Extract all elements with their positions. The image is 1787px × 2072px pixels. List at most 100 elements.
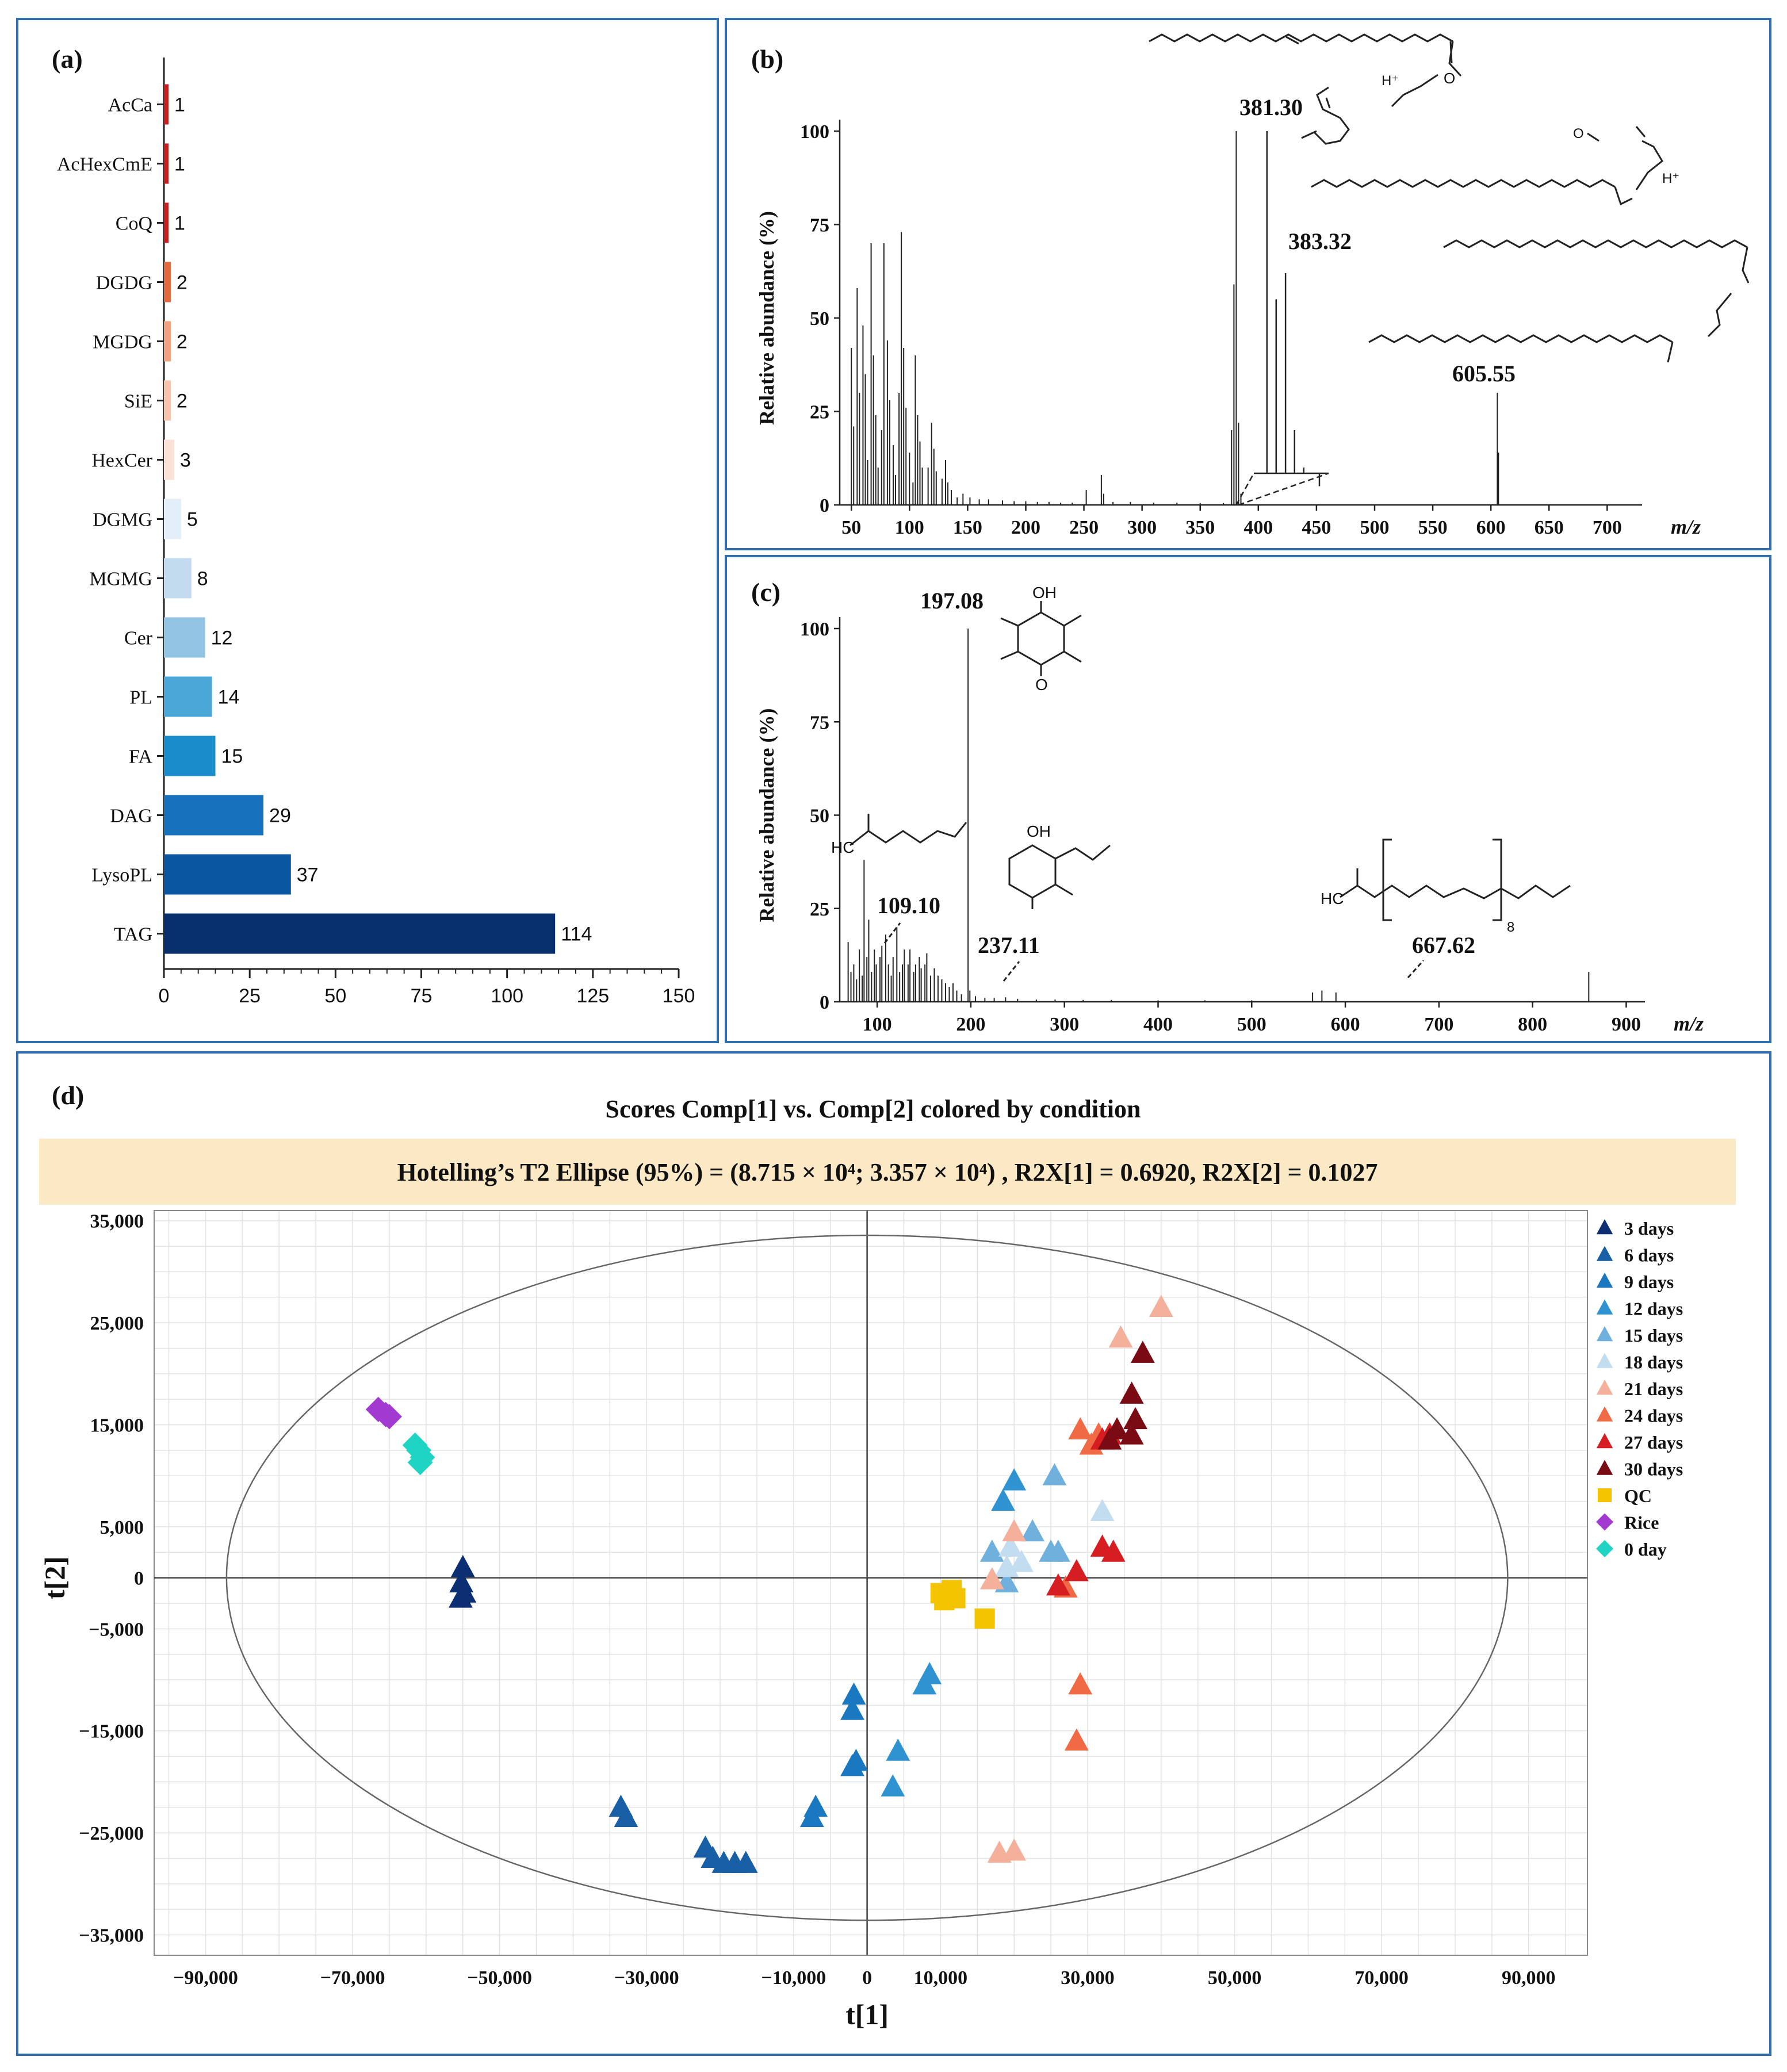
a-value-label: 3: [180, 450, 191, 472]
a-bar: [164, 676, 212, 717]
d-legend-label: 15 days: [1624, 1325, 1683, 1346]
d-legend-marker: [1596, 1433, 1613, 1449]
d-point: [1064, 1558, 1089, 1581]
d-point: [1130, 1341, 1155, 1363]
c-arrow: [1002, 961, 1020, 982]
a-bar: [164, 795, 264, 836]
structure-HC-label: HC: [831, 838, 854, 856]
d-point: [1108, 1325, 1133, 1348]
d-legend-label: 30 days: [1624, 1459, 1683, 1480]
b-xtick-label: 100: [895, 517, 924, 538]
a-value-label: 5: [187, 509, 198, 531]
d-hotelling-ellipse: [225, 1234, 1509, 1921]
d-legend-marker: [1596, 1406, 1613, 1422]
a-value-label: 12: [211, 627, 233, 649]
a-value-label: 2: [177, 331, 187, 353]
d-point: [886, 1738, 910, 1761]
d-title: Scores Comp[1] vs. Comp[2] colored by co…: [606, 1095, 1141, 1123]
d-point: [974, 1608, 995, 1629]
d-point: [1101, 1539, 1126, 1562]
c-xtick-label: 200: [956, 1014, 985, 1035]
structure-label-H2: H⁺: [1662, 171, 1679, 186]
chart-b-spectrum: 0 25 50 75 100 50 100 150 200 250 300 350 400 450 500 5…: [755, 94, 1701, 538]
a-value-label: 2: [177, 272, 187, 294]
d-legend-marker: [1596, 1460, 1613, 1475]
b-ytick-label: 50: [810, 308, 829, 330]
d-legend-marker: [1596, 1299, 1613, 1315]
c-annotation: 667.62: [1412, 932, 1475, 958]
a-category-label: MGMG: [89, 569, 152, 590]
a-category-label: MGDG: [93, 332, 152, 353]
b-xtick-label: 550: [1418, 517, 1448, 538]
d-xtick-label: 50,000: [1208, 1967, 1262, 1989]
c-xtick-label: 900: [1612, 1014, 1641, 1035]
d-legend-marker: [1596, 1246, 1613, 1261]
d-xtick-label: −10,000: [761, 1967, 826, 1989]
b-xtick-label: 300: [1127, 517, 1157, 538]
a-xtick-label: 125: [576, 985, 609, 1007]
d-legend-label: 9 days: [1624, 1271, 1674, 1292]
d-xlabel: t[1]: [845, 1998, 889, 2031]
d-point: [1123, 1407, 1147, 1430]
d-legend-marker: [1596, 1513, 1613, 1531]
d-point: [979, 1539, 1004, 1562]
d-ytick-label: 0: [134, 1568, 144, 1590]
d-ytick-label: −15,000: [79, 1721, 144, 1742]
b-xtick-label: 400: [1243, 517, 1273, 538]
c-ytick-label: 75: [810, 712, 829, 733]
d-t2-banner: [39, 1139, 1736, 1205]
a-value-label: 114: [561, 924, 592, 945]
structure-OH2-label: OH: [1027, 822, 1051, 840]
a-value-label: 14: [218, 687, 240, 708]
a-value-label: 8: [197, 568, 208, 590]
a-xtick-label: 150: [663, 985, 695, 1007]
d-point: [1064, 1728, 1089, 1751]
a-bar: [164, 913, 556, 954]
d-ytick-label: −25,000: [79, 1823, 144, 1844]
b-zoom-line: [1238, 472, 1329, 506]
panel-c-label: (c): [751, 577, 780, 607]
d-point: [1002, 1468, 1027, 1491]
structure-O-label: O: [1035, 676, 1048, 694]
panel-a-frame: [16, 18, 719, 1043]
a-value-label: 37: [297, 864, 319, 886]
a-bar: [164, 143, 169, 184]
structure-381-icon: [1149, 33, 1462, 145]
d-point: [1119, 1422, 1144, 1445]
a-value-label: 1: [174, 94, 185, 116]
d-xtick-label: 10,000: [914, 1967, 968, 1989]
b-xtick-label: 450: [1302, 517, 1331, 538]
b-annotation: 381.30: [1239, 94, 1303, 120]
a-value-label: 15: [221, 746, 243, 768]
c-annotation: 237.11: [978, 932, 1040, 958]
a-bar: [164, 617, 205, 658]
d-legend-label: 0 day: [1624, 1539, 1667, 1560]
b-xtick-label: 600: [1476, 517, 1506, 538]
d-point: [917, 1662, 942, 1684]
structure-197-icon: [1000, 601, 1082, 676]
d-ytick-label: 25,000: [90, 1313, 144, 1334]
d-point: [1046, 1573, 1070, 1596]
d-ylabel: t[2]: [39, 1556, 71, 1599]
structure-OH-label: OH: [1032, 584, 1057, 602]
a-xtick-label: 25: [239, 985, 261, 1007]
b-ytick-label: 100: [800, 121, 829, 143]
a-category-label: AcCa: [108, 95, 152, 116]
d-legend-marker: [1596, 1273, 1613, 1288]
c-xtick-label: 700: [1424, 1014, 1453, 1035]
b-xtick-label: 650: [1535, 517, 1564, 538]
b-xtick-label: 500: [1360, 517, 1390, 538]
d-xtick-label: 0: [862, 1967, 872, 1989]
d-point: [376, 1404, 402, 1430]
d-point: [1090, 1499, 1115, 1521]
d-point: [881, 1774, 905, 1797]
d-point: [1020, 1519, 1045, 1542]
a-bar: [164, 439, 174, 480]
b-xlabel: m/z: [1671, 515, 1701, 538]
d-legend-marker: [1596, 1540, 1613, 1557]
c-ytick-label: 50: [810, 806, 829, 827]
d-point: [1002, 1519, 1027, 1542]
d-point: [803, 1794, 828, 1817]
structure-667-icon: [1340, 838, 1571, 921]
a-bar: [164, 84, 169, 125]
